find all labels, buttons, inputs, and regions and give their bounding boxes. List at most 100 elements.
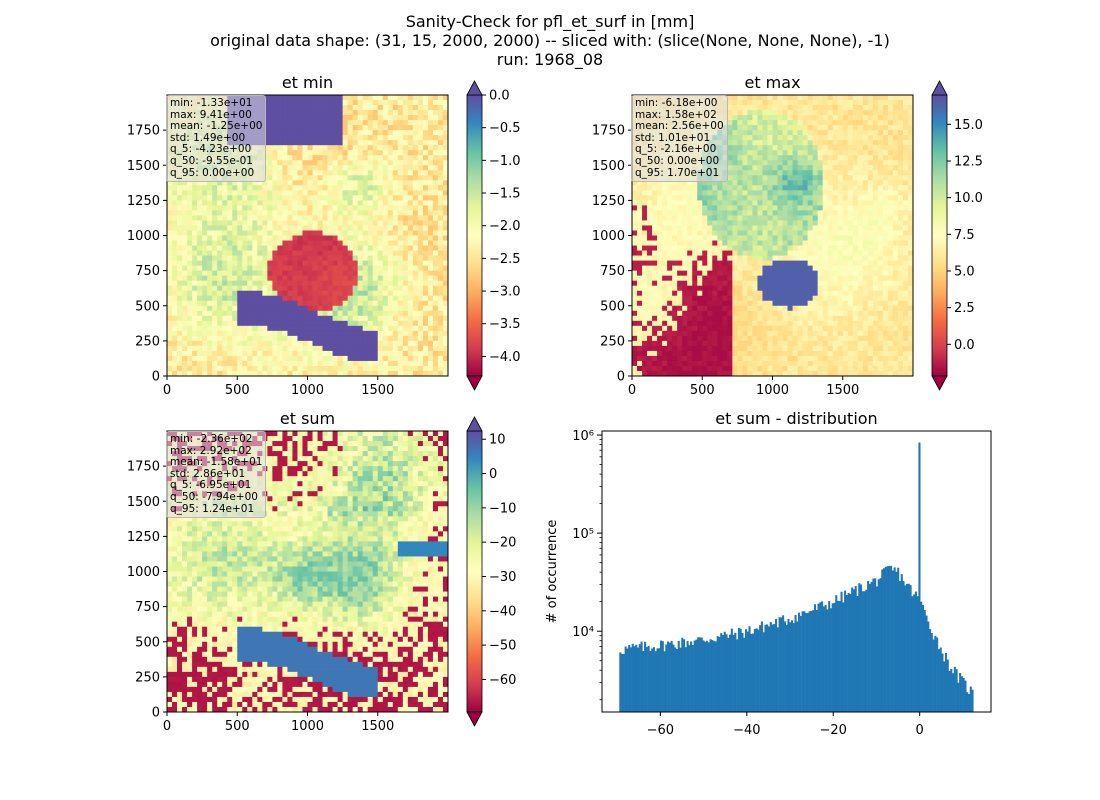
heatmap-cell [632, 300, 638, 307]
heatmap-cell [187, 260, 193, 267]
heatmap-cell [712, 200, 718, 206]
heatmap-cell [267, 125, 273, 131]
heatmap-cell [747, 175, 753, 181]
heatmap-cell [787, 165, 793, 171]
heatmap-cell [287, 135, 293, 141]
heatmap-cell [212, 350, 218, 357]
heatmap-cell [427, 200, 434, 206]
heatmap-cell [642, 335, 648, 342]
heatmap-cell [777, 290, 783, 297]
heatmap-cell [282, 105, 288, 111]
heatmap-cell [787, 325, 793, 332]
heatmap-cell [787, 240, 793, 246]
heatmap-cell [397, 325, 404, 332]
heatmap-cell [322, 335, 328, 342]
heatmap-cell [757, 105, 763, 111]
heatmap-cell [757, 340, 763, 347]
heatmap-cell [322, 295, 328, 302]
heatmap-cell [342, 295, 349, 302]
heatmap-cell [777, 135, 783, 141]
heatmap-cell [372, 350, 379, 357]
heatmap-cell [777, 170, 783, 176]
heatmap-cell [217, 355, 223, 362]
heatmap-cell [422, 190, 429, 196]
heatmap-cell [372, 225, 379, 231]
heatmap-cell [252, 295, 258, 302]
heatmap-cell [382, 260, 389, 267]
heatmap-cell [387, 270, 394, 277]
heatmap-cell [312, 260, 318, 267]
heatmap-cell [292, 95, 298, 101]
heatmap-cell [292, 175, 298, 181]
heatmap-cell [297, 165, 303, 171]
heatmap-cell [667, 215, 673, 221]
heatmap-cell [247, 225, 253, 231]
heatmap-cell [732, 365, 738, 372]
heatmap-cell [397, 140, 404, 146]
heatmap-cell [347, 170, 354, 176]
heatmap-cell [372, 255, 379, 261]
heatmap-cell [282, 155, 288, 161]
heatmap-cell [347, 145, 354, 151]
heatmap-cell [737, 280, 743, 287]
heatmap-cell [387, 190, 394, 196]
heatmap-cell [242, 315, 248, 322]
heatmap-cell [367, 290, 374, 297]
heatmap-cell [412, 300, 419, 307]
heatmap-cell [167, 330, 173, 337]
heatmap-cell [357, 315, 364, 322]
heatmap-cell [172, 285, 178, 292]
heatmap-cell [407, 160, 414, 166]
heatmap-cell [757, 255, 763, 261]
heatmap-cell [417, 180, 424, 186]
heatmap-cell [362, 295, 369, 302]
heatmap-cell [307, 170, 313, 176]
heatmap-cell [367, 310, 374, 317]
heatmap-cell [422, 280, 429, 287]
heatmap-cell [737, 340, 743, 347]
heatmap-cell [392, 350, 399, 357]
heatmap-cell [697, 275, 703, 282]
heatmap-cell [172, 250, 178, 256]
heatmap-cell [777, 190, 783, 196]
heatmap-cell [682, 350, 688, 357]
heatmap-cell [267, 120, 273, 126]
heatmap-cell [337, 345, 344, 352]
heatmap-cell [262, 195, 268, 201]
heatmap-cell [267, 320, 273, 327]
heatmap-cell [657, 190, 663, 196]
heatmap-cell [757, 330, 763, 337]
heatmap-cell [242, 295, 248, 302]
heatmap-cell [177, 280, 183, 287]
heatmap-cell [342, 135, 349, 141]
heatmap-cell [332, 270, 339, 277]
heatmap-cell [382, 345, 389, 352]
heatmap-cell [232, 260, 238, 267]
heatmap-cell [257, 280, 263, 287]
heatmap-cell [257, 190, 263, 196]
heatmap-cell [677, 220, 683, 226]
heatmap-cell [682, 195, 688, 201]
heatmap-cell [422, 110, 429, 116]
heatmap-cell [787, 205, 793, 211]
heatmap-cell [747, 200, 753, 206]
heatmap-cell [647, 235, 653, 241]
heatmap-cell [767, 255, 773, 261]
heatmap-cell [767, 220, 773, 226]
heatmap-cell [427, 240, 434, 246]
heatmap-cell [382, 165, 389, 171]
heatmap-cell [282, 180, 288, 186]
heatmap-cell [427, 150, 434, 156]
heatmap-cell [232, 225, 238, 231]
heatmap-cell [357, 115, 364, 121]
heatmap-cell [227, 355, 233, 362]
heatmap-cell [647, 215, 653, 221]
heatmap-cell [207, 285, 213, 292]
heatmap-cell [357, 305, 364, 312]
heatmap-cell [687, 255, 693, 261]
heatmap-cell [402, 140, 409, 146]
heatmap-cell [267, 225, 273, 231]
heatmap-cell [712, 270, 718, 277]
heatmap-cell [652, 225, 658, 231]
heatmap-cell [172, 205, 178, 211]
